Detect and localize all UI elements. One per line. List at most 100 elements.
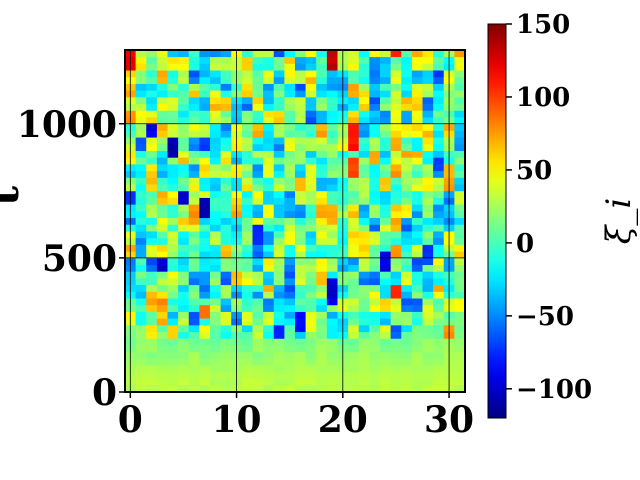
heatmap-cell — [401, 284, 413, 292]
heatmap-cell — [454, 358, 466, 366]
x-tick-label: 10 — [212, 399, 262, 441]
heatmap-cell — [316, 324, 328, 333]
heatmap-cell — [295, 204, 307, 212]
heatmap-cell — [422, 345, 434, 353]
heatmap-cell — [316, 150, 328, 158]
heatmap-cell — [369, 123, 381, 131]
heatmap-cell — [156, 90, 168, 98]
heatmap-cell — [401, 150, 413, 158]
heatmap-cell — [380, 210, 392, 219]
heatmap-cell — [178, 204, 190, 212]
heatmap-cell — [390, 351, 402, 359]
heatmap-cell — [390, 271, 402, 279]
heatmap-cell — [146, 298, 158, 306]
heatmap-cell — [146, 257, 158, 265]
heatmap-cell — [454, 70, 466, 78]
heatmap-cell — [273, 217, 285, 225]
heatmap-cell — [295, 217, 307, 225]
heatmap-cell — [401, 365, 413, 373]
heatmap-cell — [188, 251, 200, 259]
heatmap-cell — [156, 50, 168, 58]
heatmap-cell — [295, 130, 307, 138]
heatmap-cell — [401, 56, 413, 64]
heatmap-cell — [358, 217, 370, 225]
heatmap-cell — [369, 385, 381, 393]
heatmap-cell — [188, 130, 200, 138]
heatmap-cell — [156, 123, 168, 131]
heatmap-cell — [305, 304, 317, 312]
heatmap-cell — [422, 217, 434, 225]
heatmap-cell — [401, 385, 413, 393]
heatmap-cell — [358, 338, 370, 346]
heatmap-cell — [146, 50, 158, 58]
heatmap-cell — [358, 50, 370, 58]
heatmap-cell — [220, 324, 232, 333]
heatmap-cell — [252, 251, 264, 259]
heatmap-cell — [146, 224, 158, 232]
heatmap-cell — [241, 298, 253, 306]
heatmap-cell — [135, 164, 147, 172]
heatmap-cell — [422, 117, 434, 125]
heatmap-cell — [263, 143, 275, 151]
heatmap-cell — [167, 351, 179, 359]
heatmap-cell — [348, 264, 360, 272]
heatmap-cell — [295, 117, 307, 125]
heatmap-cell — [411, 304, 423, 312]
heatmap-cell — [454, 257, 466, 265]
heatmap-cell — [188, 318, 200, 326]
heatmap-cell — [252, 90, 264, 98]
heatmap-cell — [273, 291, 285, 299]
heatmap-cell — [273, 304, 285, 312]
heatmap-cell — [135, 76, 147, 84]
heatmap-cell — [454, 311, 466, 319]
heatmap-cell — [305, 96, 317, 105]
heatmap-cell — [199, 257, 211, 265]
heatmap-cell — [358, 251, 370, 259]
heatmap-cell — [390, 76, 402, 84]
heatmap-cell — [316, 157, 328, 165]
heatmap-cell — [263, 237, 275, 245]
heatmap-cell — [135, 50, 147, 58]
heatmap-cell — [273, 298, 285, 306]
heatmap-cell — [146, 324, 158, 333]
heatmap-cell — [156, 170, 168, 178]
heatmap-cell — [390, 123, 402, 131]
heatmap-cell — [411, 365, 423, 373]
heatmap-cell — [369, 291, 381, 299]
heatmap-cell — [284, 365, 296, 373]
heatmap-cell — [210, 324, 222, 333]
heatmap-cell — [178, 284, 190, 292]
heatmap-cell — [199, 123, 211, 131]
heatmap-cell — [284, 217, 296, 225]
heatmap-cell — [135, 117, 147, 125]
heatmap-cell — [284, 304, 296, 312]
heatmap-cell — [401, 123, 413, 131]
heatmap-cell — [146, 103, 158, 111]
heatmap-cell — [316, 365, 328, 373]
heatmap-cell — [358, 264, 370, 272]
heatmap-cell — [284, 224, 296, 232]
heatmap-cell — [348, 324, 360, 333]
heatmap-cell — [241, 237, 253, 245]
heatmap-cell — [273, 371, 285, 379]
heatmap-cell — [167, 358, 179, 366]
heatmap-cell — [422, 63, 434, 71]
heatmap-cell — [316, 123, 328, 131]
heatmap-cell — [380, 231, 392, 239]
heatmap-cell — [156, 150, 168, 158]
heatmap-cell — [295, 137, 307, 145]
heatmap-cell — [178, 244, 190, 252]
heatmap-cell — [326, 378, 338, 386]
heatmap-cell — [390, 311, 402, 319]
heatmap-cell — [146, 244, 158, 252]
heatmap-cell — [146, 184, 158, 192]
heatmap-cell — [358, 150, 370, 158]
heatmap-cell — [135, 56, 147, 64]
heatmap-cell — [156, 184, 168, 192]
heatmap-cell — [252, 143, 264, 151]
heatmap-cell — [348, 70, 360, 78]
heatmap-cell — [135, 385, 147, 393]
heatmap-cell — [390, 56, 402, 64]
y-axis: 0 500 1000 — [17, 104, 125, 414]
heatmap-cell — [188, 76, 200, 84]
